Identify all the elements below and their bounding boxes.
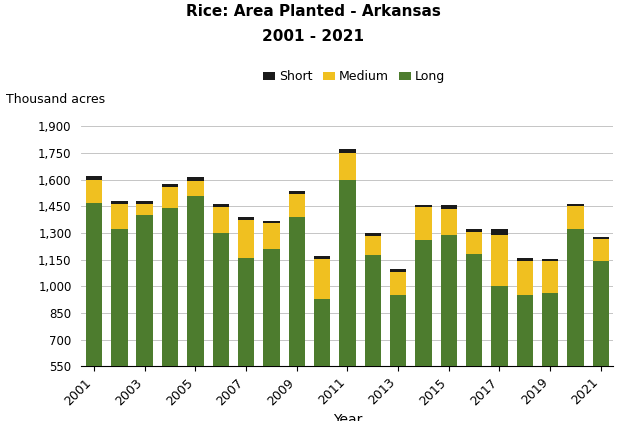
Bar xyxy=(263,223,280,249)
Bar xyxy=(567,206,583,229)
Legend: Short, Medium, Long: Short, Medium, Long xyxy=(258,65,450,88)
Bar xyxy=(238,217,254,220)
Bar xyxy=(238,258,254,421)
Bar xyxy=(441,209,457,235)
Bar xyxy=(162,187,178,208)
Bar xyxy=(162,184,178,187)
Bar xyxy=(390,272,406,295)
Bar xyxy=(339,180,356,421)
X-axis label: Year: Year xyxy=(333,413,362,421)
Bar xyxy=(187,181,203,196)
Bar xyxy=(364,236,381,255)
Bar xyxy=(466,232,483,254)
Bar xyxy=(289,191,305,194)
Bar xyxy=(263,221,280,223)
Bar xyxy=(542,293,558,421)
Bar xyxy=(86,180,102,203)
Bar xyxy=(542,261,558,293)
Bar xyxy=(339,149,356,153)
Bar xyxy=(212,204,229,207)
Bar xyxy=(136,215,153,421)
Bar xyxy=(415,207,432,240)
Bar xyxy=(289,217,305,421)
Bar xyxy=(314,256,331,259)
Bar xyxy=(136,204,153,215)
Bar xyxy=(593,237,609,239)
Bar xyxy=(441,235,457,421)
Bar xyxy=(212,233,229,421)
Bar xyxy=(491,229,508,235)
Text: Rice: Area Planted - Arkansas: Rice: Area Planted - Arkansas xyxy=(185,4,441,19)
Bar xyxy=(111,201,128,204)
Bar xyxy=(516,261,533,295)
Bar xyxy=(441,205,457,209)
Bar xyxy=(516,258,533,261)
Bar xyxy=(339,153,356,180)
Bar xyxy=(567,204,583,206)
Bar xyxy=(314,299,331,421)
Bar xyxy=(187,196,203,421)
Bar xyxy=(390,295,406,421)
Bar xyxy=(567,229,583,421)
Bar xyxy=(415,205,432,207)
Bar xyxy=(314,259,331,299)
Bar xyxy=(364,233,381,236)
Text: 2001 - 2021: 2001 - 2021 xyxy=(262,29,364,45)
Bar xyxy=(162,208,178,421)
Bar xyxy=(212,207,229,233)
Bar xyxy=(516,295,533,421)
Bar xyxy=(415,240,432,421)
Bar xyxy=(491,235,508,286)
Bar xyxy=(86,176,102,180)
Bar xyxy=(289,194,305,217)
Bar xyxy=(111,229,128,421)
Bar xyxy=(111,204,128,229)
Bar xyxy=(466,254,483,421)
Bar xyxy=(187,177,203,181)
Bar xyxy=(136,201,153,204)
Bar xyxy=(364,255,381,421)
Bar xyxy=(491,286,508,421)
Bar xyxy=(390,269,406,272)
Bar xyxy=(593,261,609,421)
Bar xyxy=(542,259,558,261)
Text: Thousand acres: Thousand acres xyxy=(6,93,105,106)
Bar xyxy=(263,249,280,421)
Bar xyxy=(238,220,254,258)
Bar xyxy=(593,239,609,261)
Bar xyxy=(86,203,102,421)
Bar xyxy=(466,229,483,232)
